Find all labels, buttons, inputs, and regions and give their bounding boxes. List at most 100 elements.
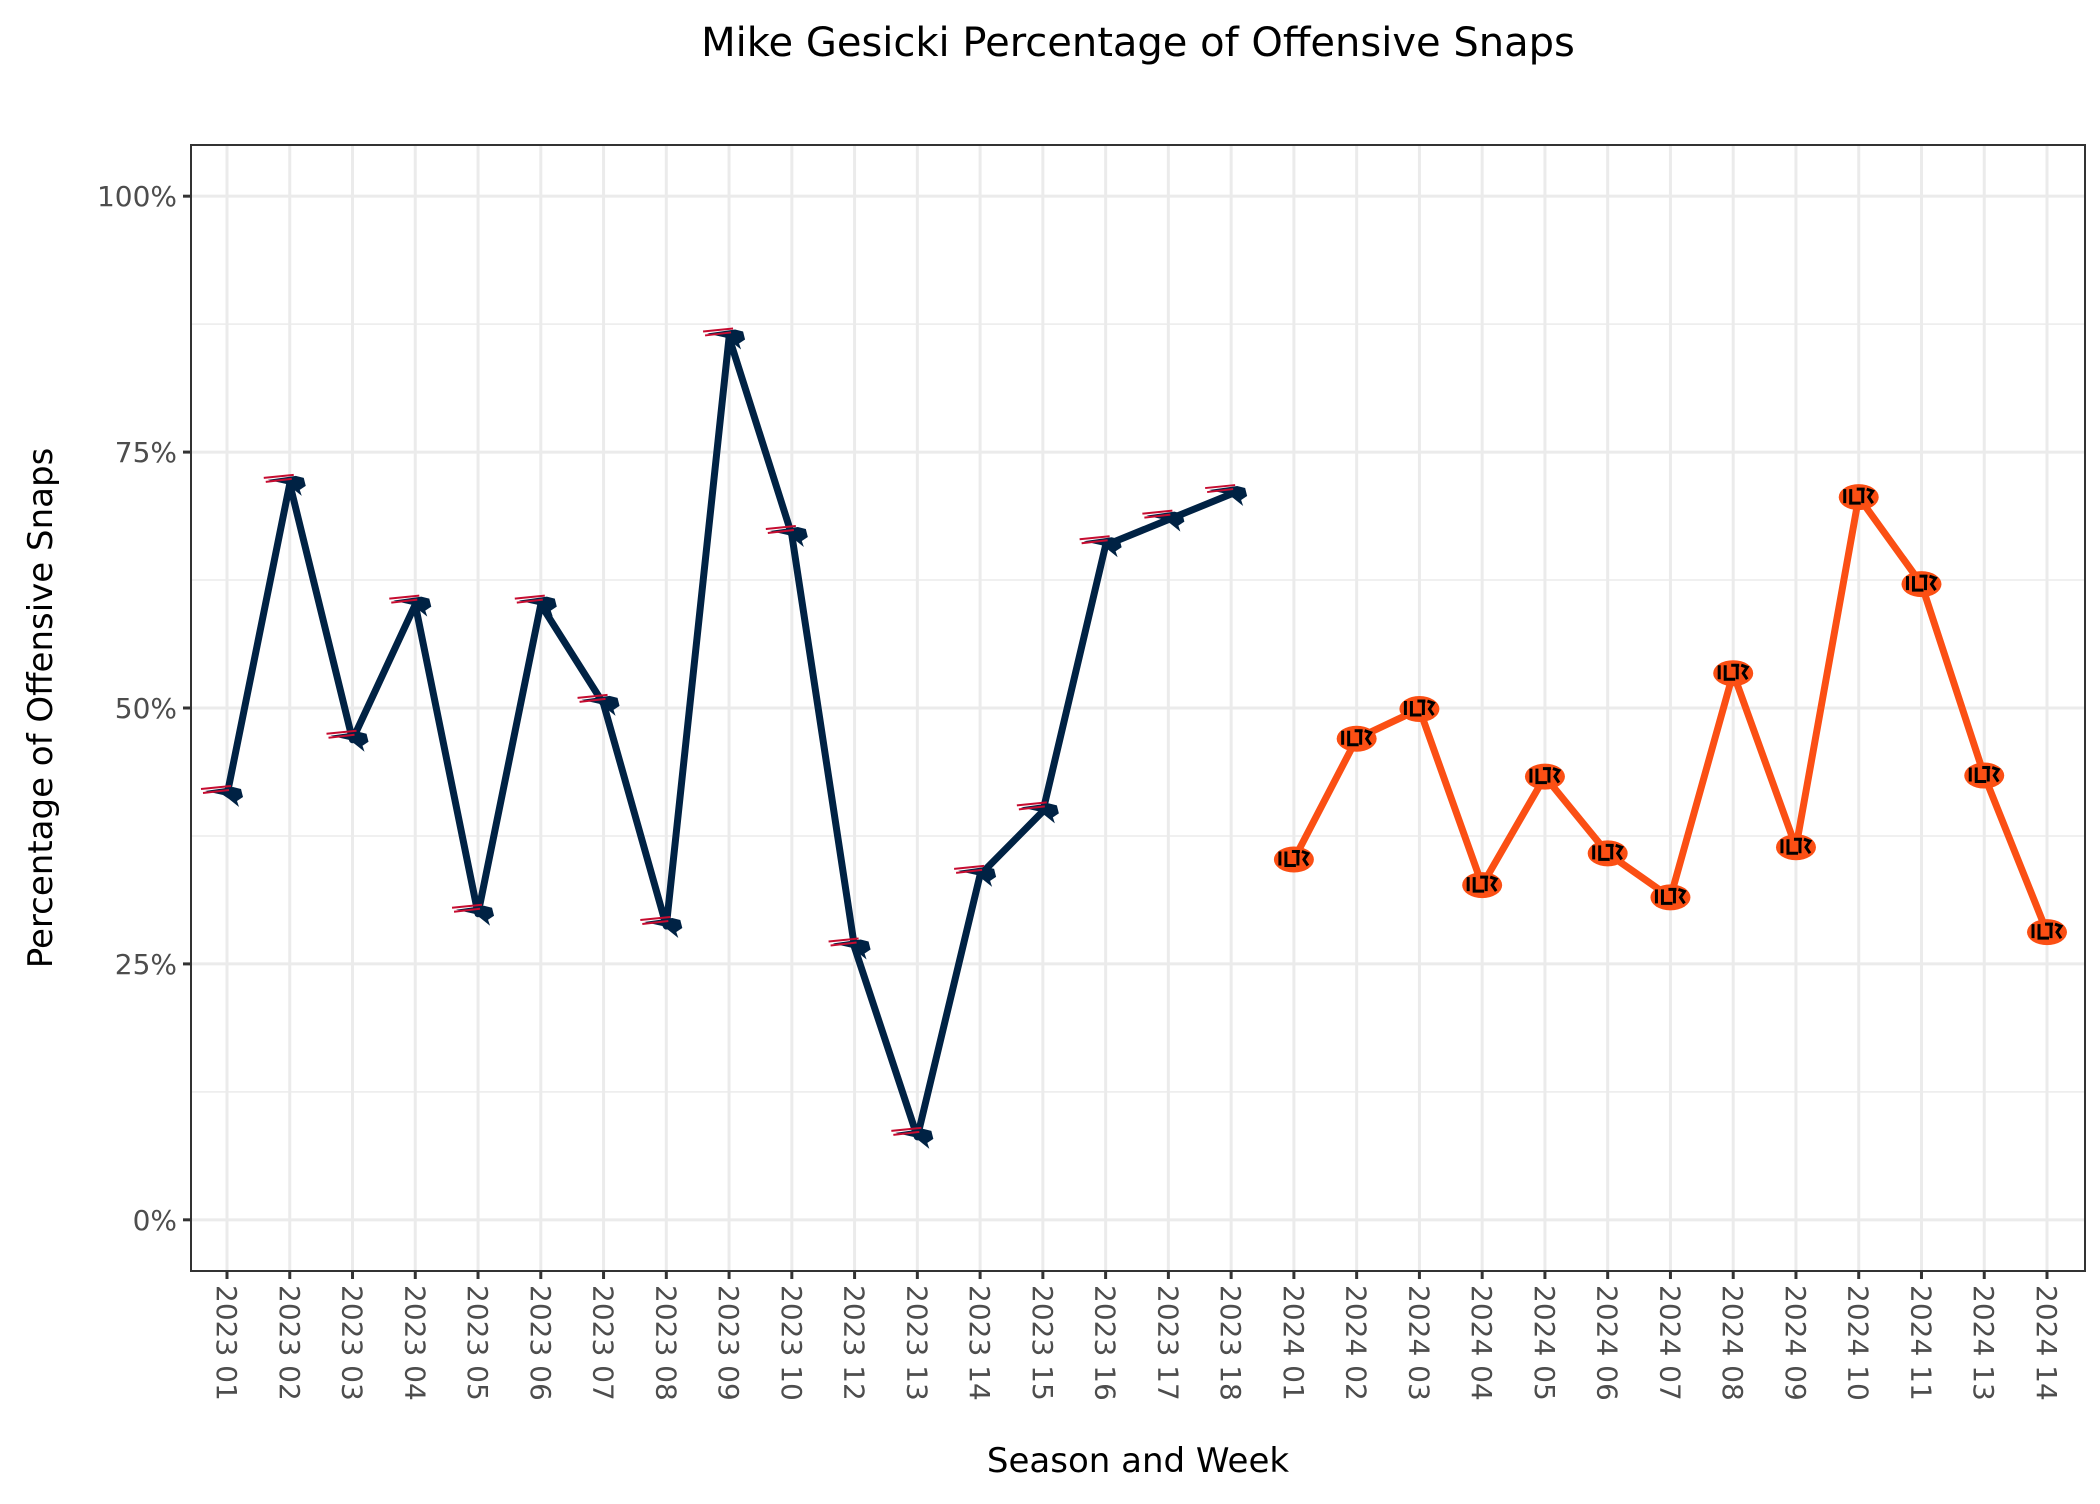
patriots-stripe <box>263 473 294 483</box>
patriots-stripe <box>765 525 796 534</box>
patriots-logo <box>1079 535 1122 558</box>
x-tick-label: 2023 17 <box>1151 1285 1184 1401</box>
bengals-stripes <box>2031 922 2064 940</box>
x-tick-label: 2024 01 <box>1277 1285 1310 1401</box>
patriots-logo <box>640 916 683 939</box>
x-tick-label: 2023 07 <box>587 1285 620 1401</box>
bengals-logo <box>1587 840 1628 867</box>
x-tick-label: 2024 04 <box>1465 1285 1498 1401</box>
bengals-logo <box>1838 484 1879 511</box>
patriots-stripe <box>451 903 483 913</box>
bengals-stripes <box>1968 766 2001 784</box>
bengals-logo <box>1713 660 1754 687</box>
patriots-logo <box>765 525 808 548</box>
patriots-stripe <box>1016 801 1047 811</box>
x-axis-label: Season and Week <box>987 1441 1289 1481</box>
patriots-logo <box>954 864 997 887</box>
grid <box>191 145 2085 1271</box>
bengals-stripes <box>1466 875 1499 893</box>
x-tick-label: 2024 05 <box>1528 1285 1561 1401</box>
x-tick-label: 2024 03 <box>1402 1285 1435 1401</box>
x-tick-label: 2024 07 <box>1653 1285 1686 1401</box>
patriots-logo <box>200 785 243 808</box>
bengals-stripes <box>1905 574 1938 592</box>
bengals-stripes <box>1780 837 1813 855</box>
patriots-logo <box>1205 484 1248 507</box>
x-tick-label: 2024 02 <box>1340 1285 1373 1401</box>
y-tick-label: 75% <box>115 436 177 469</box>
x-tick-label: 2023 06 <box>524 1285 557 1401</box>
bengals-logo <box>1462 872 1503 899</box>
bengals-stripes <box>1403 699 1436 717</box>
patriots-logo <box>891 1126 934 1149</box>
chart-title: Mike Gesicki Percentage of Offensive Sna… <box>701 20 1575 66</box>
x-tick-label: 2023 15 <box>1026 1285 1059 1401</box>
bengals-stripes <box>1843 487 1876 505</box>
series-layer <box>200 327 2067 1149</box>
patriots-logo <box>326 729 369 752</box>
y-tick-label: 0% <box>133 1204 177 1237</box>
bengals-logo <box>1524 763 1565 790</box>
y-tick-label: 100% <box>97 180 177 213</box>
x-tick-label: 2024 06 <box>1591 1285 1624 1401</box>
x-tick-label: 2023 13 <box>900 1285 933 1401</box>
patriots-logo <box>1142 509 1185 532</box>
x-tick-label: 2023 02 <box>273 1285 306 1401</box>
bengals-stripes <box>1654 887 1687 905</box>
patriots-stripe <box>640 916 671 926</box>
patriots-stripe <box>828 937 859 947</box>
x-tick-label: 2023 01 <box>210 1285 243 1401</box>
x-tick-label: 2024 14 <box>2030 1285 2063 1401</box>
bengals-logo <box>1901 571 1942 598</box>
patriots-logo <box>577 693 620 716</box>
patriots-logo <box>828 937 871 960</box>
bengals-logo <box>1399 696 1440 723</box>
x-tick-label: 2023 08 <box>649 1285 682 1401</box>
x-tick-label: 2023 05 <box>461 1285 494 1401</box>
x-tick-label: 2023 14 <box>963 1285 996 1401</box>
bengals-logo <box>2027 919 2067 946</box>
x-tick-label: 2023 12 <box>838 1285 871 1401</box>
x-tick-label: 2024 09 <box>1779 1285 1812 1401</box>
patriots-stripe <box>514 594 545 604</box>
y-tick-label: 25% <box>115 948 177 981</box>
patriots-stripe <box>1142 509 1173 519</box>
y-axis-label: Percentage of Offensive Snaps <box>21 448 61 969</box>
y-axis: 0% 25% 50% 75% 100% <box>97 180 191 1237</box>
x-axis: 2023 01 2023 02 2023 03 2023 04 2023 05 2023 … <box>210 1271 2063 1401</box>
bengals-stripes <box>1278 849 1311 867</box>
x-tick-label: 2023 18 <box>1214 1285 1247 1401</box>
x-tick-label: 2023 09 <box>712 1285 745 1401</box>
bengals-logo <box>1336 725 1377 752</box>
bengals-logo <box>1650 884 1691 911</box>
x-tick-label: 2024 11 <box>1904 1285 1937 1401</box>
bengals-logo <box>1775 834 1816 861</box>
patriots-stripe <box>577 693 608 703</box>
x-tick-label: 2024 10 <box>1842 1285 1875 1401</box>
patriots-stripe <box>954 864 985 874</box>
x-tick-label: 2024 13 <box>1967 1285 2000 1401</box>
patriots-stripe <box>702 327 734 337</box>
patriots-logo <box>702 327 746 350</box>
patriots-stripe <box>326 729 357 739</box>
x-tick-label: 2023 16 <box>1089 1285 1122 1401</box>
bengals-logo <box>1964 762 2005 789</box>
x-tick-label: 2023 10 <box>775 1285 808 1401</box>
y-tick-label: 50% <box>115 692 177 725</box>
bengals-stripes <box>1341 729 1373 747</box>
patriots-stripe <box>891 1126 922 1136</box>
patriots-stripe <box>389 594 420 604</box>
bengals-stripes <box>1529 767 1562 785</box>
bengals-logo <box>1273 846 1314 873</box>
bengals-stripes <box>1592 843 1625 861</box>
x-tick-label: 2024 08 <box>1716 1285 1749 1401</box>
patriots-stripe <box>1079 535 1110 545</box>
patriots-logo <box>389 594 432 617</box>
patriots-logo <box>263 473 306 496</box>
patriots-stripe <box>1205 484 1236 494</box>
patriots-stripe <box>200 785 232 795</box>
patriots-logo <box>514 594 557 617</box>
patriots-logo <box>451 903 495 926</box>
patriots-logo <box>1016 801 1059 824</box>
